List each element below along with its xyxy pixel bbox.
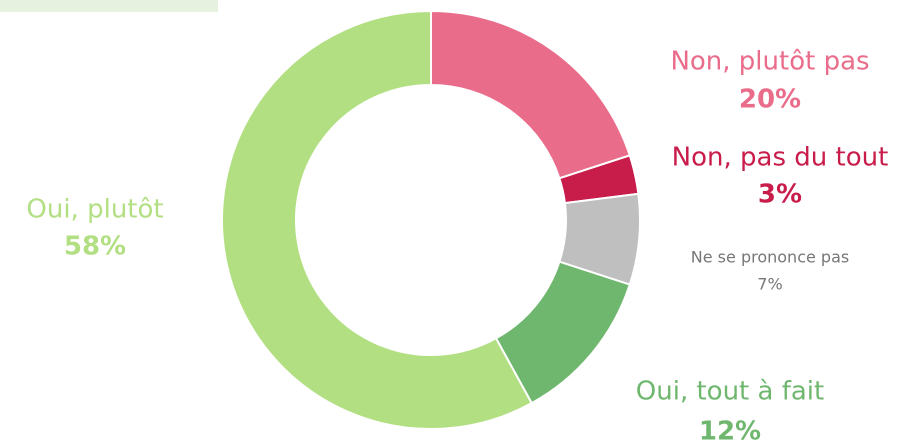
header-strip — [0, 0, 218, 12]
segment-value-label: 20% — [739, 85, 801, 115]
segment-label: Ne se prononce pas — [691, 248, 849, 267]
segment-value-label: 12% — [699, 417, 761, 443]
donut-segment — [221, 9, 534, 430]
segment-value-label: 7% — [757, 275, 782, 294]
segment-value-label: 3% — [758, 180, 802, 210]
segment-label: Oui, tout à fait — [636, 377, 824, 407]
donut-segment — [430, 9, 632, 180]
segment-label: Non, pas du tout — [672, 143, 889, 173]
segment-value-label: 58% — [64, 232, 126, 262]
segment-label: Oui, plutôt — [26, 195, 163, 225]
segment-label: Non, plutôt pas — [670, 47, 869, 77]
